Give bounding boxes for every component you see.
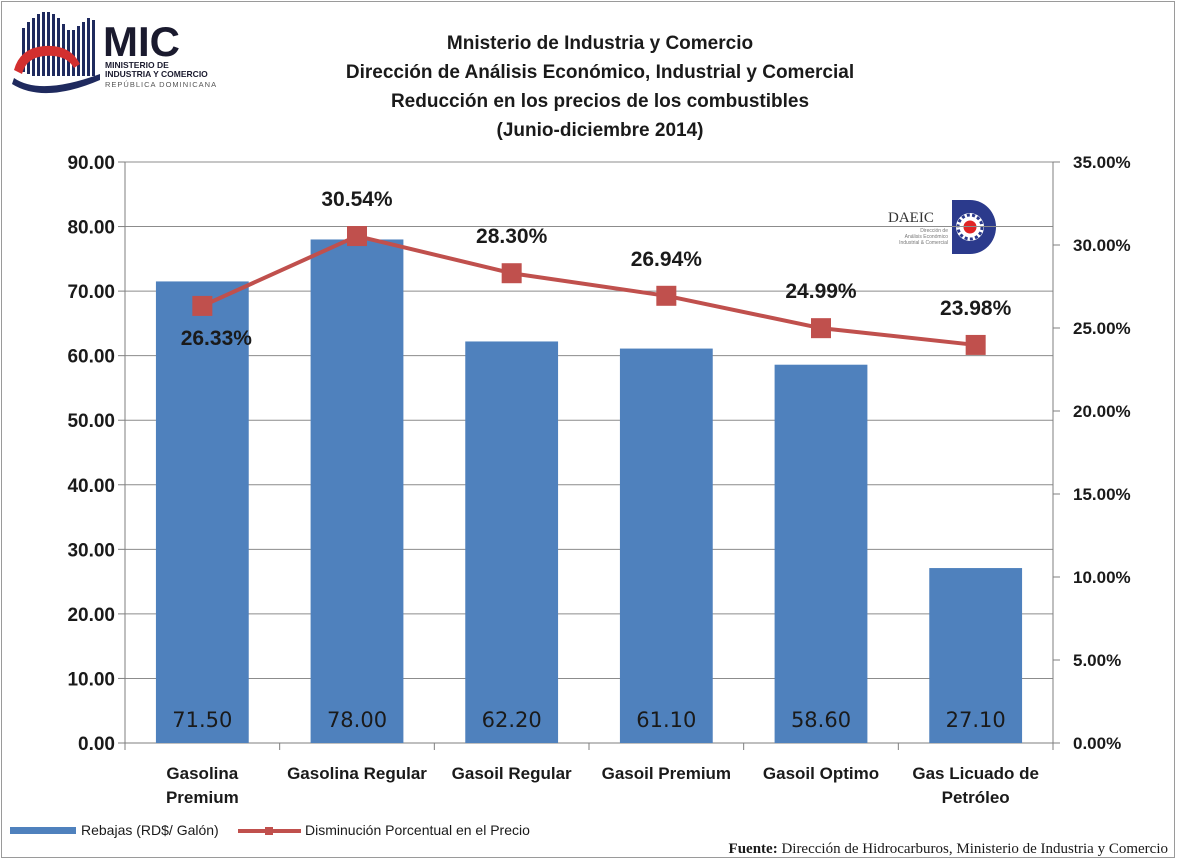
left-axis-tick-label: 90.00 <box>67 153 115 174</box>
bar-value-label: 27.10 <box>946 708 1006 732</box>
chart-legend: Rebajas (RD$/ Galón) Disminución Porcent… <box>10 822 530 838</box>
bar-value-label: 62.20 <box>482 708 542 732</box>
source-label: Fuente: <box>729 841 778 857</box>
legend-swatch-marker <box>265 827 273 835</box>
legend-label-line: Disminución Porcentual en el Precio <box>305 822 530 838</box>
mic-logo: MIC MINISTERIO DE INDUSTRIA Y COMERCIO R… <box>12 12 217 94</box>
source-text: Dirección de Hidrocarburos, Ministerio d… <box>781 841 1168 857</box>
line-point-label: 28.30% <box>476 225 548 248</box>
bar <box>155 281 249 743</box>
category-label: Gasoil Regular <box>452 764 572 783</box>
category-label: Petróleo <box>942 788 1010 807</box>
bar <box>929 568 1023 743</box>
bar-value-label: 71.50 <box>172 708 232 732</box>
right-axis-tick-label: 15.00% <box>1073 485 1131 504</box>
category-label: Premium <box>166 788 239 807</box>
left-axis-tick-label: 30.00 <box>67 540 115 561</box>
left-axis-tick-label: 60.00 <box>67 347 115 368</box>
daeic-logo-line2: Análisis Económico <box>905 234 949 240</box>
line-marker <box>656 285 677 306</box>
right-axis-tick-label: 25.00% <box>1073 319 1131 338</box>
title-line-2: Dirección de Análisis Económico, Industr… <box>346 62 854 83</box>
line-series-path <box>201 234 976 347</box>
line-point-label: 23.98% <box>940 297 1012 320</box>
bar-value-label: 61.10 <box>636 708 696 732</box>
line-marker <box>347 226 367 247</box>
category-label: Gasolina <box>166 764 238 783</box>
bar <box>465 341 559 743</box>
line-marker <box>192 295 213 316</box>
line-point-label: 30.54% <box>321 188 393 211</box>
bar <box>774 364 868 743</box>
plot-area: 0.00 10.00 20.00 30.00 40.00 50.00 60.00 70.00 8… <box>67 153 1130 807</box>
bar <box>310 239 404 743</box>
title-line-1: Mnisterio de Industria y Comercio <box>447 33 753 54</box>
title-line-3: Reducción en los precios de los combusti… <box>391 91 809 112</box>
bar <box>619 348 713 743</box>
mic-logo-line2: INDUSTRIA Y COMERCIO <box>105 69 208 79</box>
title-line-4: (Junio-diciembre 2014) <box>497 120 704 141</box>
category-label: Gasolina Regular <box>287 764 427 783</box>
left-axis-tick-label: 50.00 <box>67 411 115 432</box>
left-axis-tick-label: 10.00 <box>67 669 115 690</box>
right-axis-tick-label: 30.00% <box>1073 236 1131 255</box>
left-axis-tick-label: 80.00 <box>67 218 115 239</box>
daeic-logo-line1: Dirección de <box>920 228 948 234</box>
line-point-label: 24.99% <box>785 280 857 303</box>
bar-value-label: 78.00 <box>327 708 387 732</box>
category-label: Gas Licuado de <box>912 764 1039 783</box>
line-marker <box>965 334 986 355</box>
legend-swatch-bars <box>10 827 76 834</box>
source-note: Fuente: Dirección de Hidrocarburos, Mini… <box>729 841 1168 857</box>
mic-logo-line1: MINISTERIO DE <box>105 60 169 70</box>
mic-building-icon <box>12 12 100 94</box>
right-axis-tick-label: 10.00% <box>1073 568 1131 587</box>
category-label: Gasoil Optimo <box>763 764 879 783</box>
category-label: Gasoil Premium <box>602 764 731 783</box>
mic-logo-line3: REPÚBLICA DOMINICANA <box>105 80 217 89</box>
daeic-logo-abbr: DAEIC <box>888 210 934 226</box>
bar-value-label: 58.60 <box>791 708 851 732</box>
mic-logo-abbr: MIC <box>103 18 180 65</box>
right-axis-tick-label: 5.00% <box>1073 651 1121 670</box>
legend-label-bars: Rebajas (RD$/ Galón) <box>81 822 219 838</box>
chart-title: Mnisterio de Industria y Comercio Direcc… <box>346 33 854 141</box>
right-axis-tick-label: 35.00% <box>1073 153 1131 172</box>
left-axis-tick-label: 70.00 <box>67 282 115 303</box>
left-axis-tick-label: 0.00 <box>78 734 115 755</box>
line-marker <box>501 263 522 284</box>
line-marker <box>811 318 831 339</box>
daeic-logo-line3: Industrial & Comercial <box>899 240 948 246</box>
line-point-label: 26.94% <box>631 248 703 271</box>
right-axis-tick-label: 20.00% <box>1073 402 1131 421</box>
right-axis-tick-label: 0.00% <box>1073 734 1121 753</box>
left-axis-tick-label: 20.00 <box>67 605 115 626</box>
left-axis-tick-label: 40.00 <box>67 476 115 497</box>
line-point-label: 26.33% <box>181 327 253 350</box>
